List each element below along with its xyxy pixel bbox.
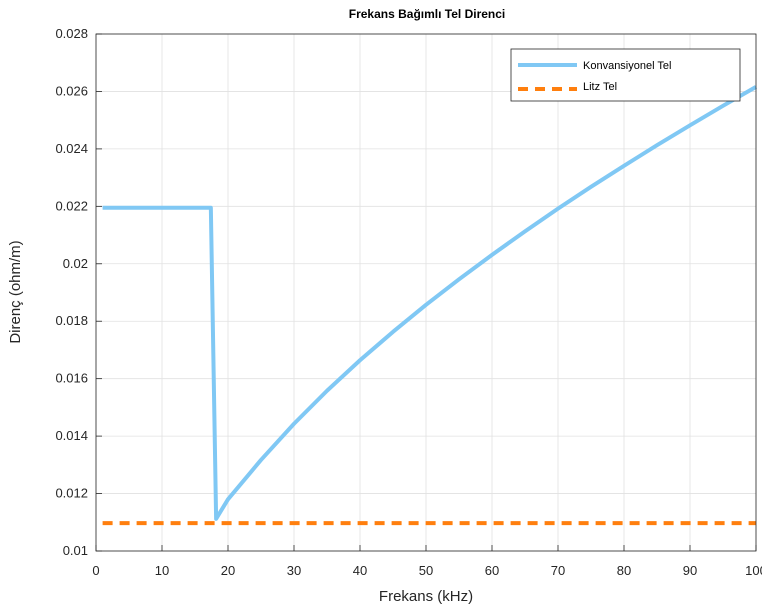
x-tick-label: 80 xyxy=(617,563,631,578)
x-axis-label: Frekans (kHz) xyxy=(379,588,473,605)
series-line-konvansiyonel xyxy=(102,85,757,521)
y-tick-label: 0.014 xyxy=(55,428,88,443)
x-tick-label: 90 xyxy=(683,563,697,578)
y-tick-label: 0.026 xyxy=(55,83,88,98)
y-tick-label: 0.028 xyxy=(55,26,88,41)
series-layer xyxy=(102,85,757,526)
legend: Konvansiyonel Tel Litz Tel xyxy=(510,48,741,102)
y-tick-label: 0.02 xyxy=(63,256,88,271)
x-tick-label: 50 xyxy=(419,563,433,578)
y-tick-label: 0.012 xyxy=(55,486,88,501)
y-tick-label: 0.016 xyxy=(55,371,88,386)
y-tick-label: 0.01 xyxy=(63,543,88,558)
y-tick-label: 0.024 xyxy=(55,141,88,156)
x-tick-label: 70 xyxy=(551,563,565,578)
y-tick-label: 0.022 xyxy=(55,198,88,213)
legend-label-konvansiyonel: Konvansiyonel Tel xyxy=(583,60,671,72)
x-tick-label: 0 xyxy=(92,563,99,578)
x-tick-label: 100 xyxy=(745,563,762,578)
y-tick-label: 0.018 xyxy=(55,313,88,328)
x-tick-label: 40 xyxy=(353,563,367,578)
y-axis-label: Direnç (ohm/m) xyxy=(7,240,24,343)
x-tick-label: 10 xyxy=(155,563,169,578)
x-tick-label: 20 xyxy=(221,563,235,578)
x-tick-label: 30 xyxy=(287,563,301,578)
chart-title: Frekans Bağımlı Tel Direnci xyxy=(349,7,506,21)
legend-box xyxy=(510,48,741,102)
tick-labels: 0 10 20 30 40 50 60 70 80 90 100 0.01 0.012 0.014 0.01… xyxy=(55,26,762,578)
legend-label-litz: Litz Tel xyxy=(583,81,617,93)
x-tick-label: 60 xyxy=(485,563,499,578)
